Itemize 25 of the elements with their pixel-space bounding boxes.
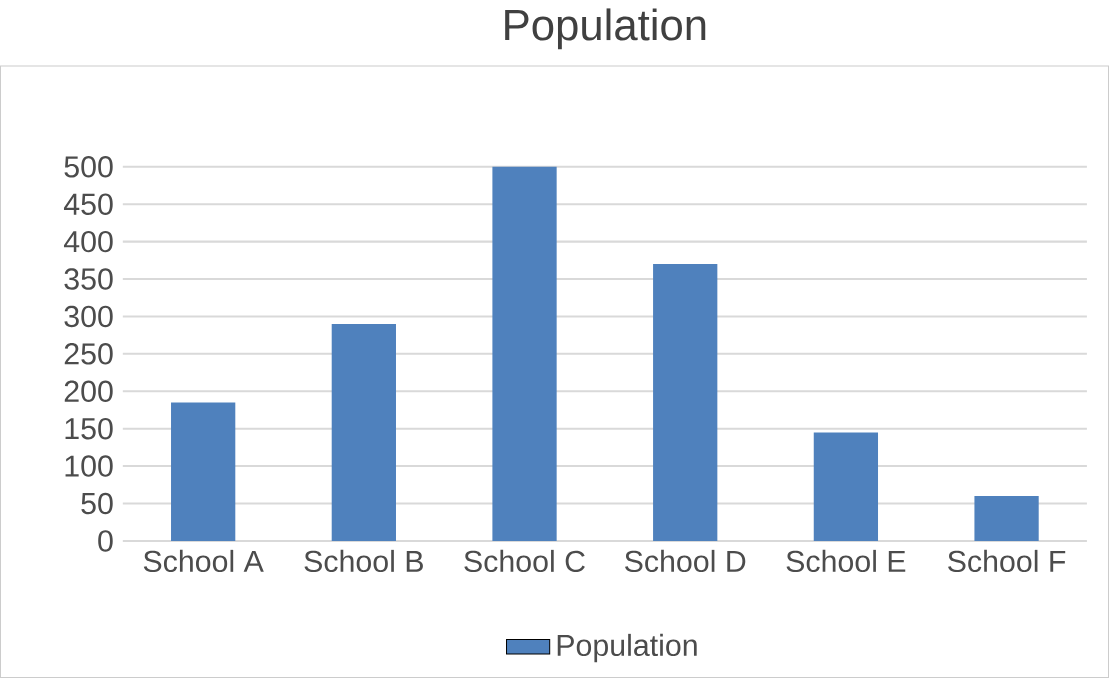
y-tick-label: 0 bbox=[98, 530, 113, 552]
y-tick-label: 350 bbox=[64, 268, 113, 290]
y-tick-label: 50 bbox=[81, 492, 113, 515]
bar bbox=[492, 166, 557, 541]
y-tick-label: 150 bbox=[65, 417, 113, 440]
y-tick-label: 450 bbox=[63, 193, 113, 215]
bar bbox=[974, 495, 1039, 541]
x-tick-label: School B bbox=[304, 549, 423, 573]
y-tick-label: 300 bbox=[64, 305, 113, 328]
x-tick-label: School F bbox=[948, 549, 1066, 573]
bar bbox=[171, 402, 236, 541]
bar bbox=[813, 432, 879, 541]
x-tick-label: School D bbox=[625, 549, 746, 573]
x-tick-label: School C bbox=[464, 549, 585, 573]
y-tick-label: 250 bbox=[64, 343, 113, 365]
legend-label: Population bbox=[557, 633, 697, 663]
y-tick-label: 400 bbox=[63, 230, 113, 253]
bar bbox=[331, 323, 396, 541]
x-tick-label: School A bbox=[143, 549, 264, 573]
y-tick-label: 100 bbox=[65, 455, 113, 477]
bar bbox=[653, 264, 718, 541]
y-tick-label: 200 bbox=[64, 380, 113, 402]
y-tick-label: 500 bbox=[64, 156, 113, 178]
chart-title: Population bbox=[505, 8, 706, 50]
x-tick-label: School E bbox=[786, 549, 906, 573]
